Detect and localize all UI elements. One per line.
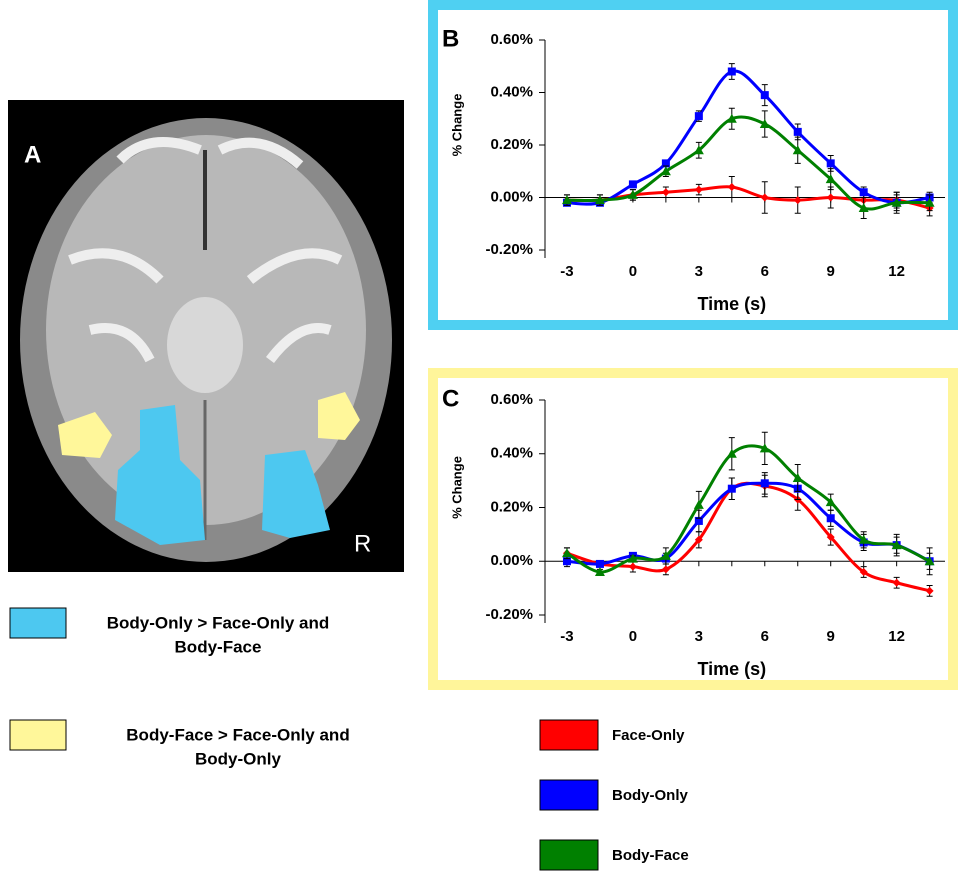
series-line (567, 71, 930, 204)
data-marker (860, 188, 868, 196)
legend-label: Body-Only (195, 749, 281, 768)
y-axis-title: % Change (449, 456, 464, 519)
y-tick-label: 0.00% (490, 188, 533, 205)
x-tick-label: 6 (761, 263, 769, 280)
y-tick-label: 0.20% (490, 498, 533, 515)
data-marker (728, 183, 736, 191)
y-tick-label: -0.20% (485, 606, 533, 623)
legend-label: Body-Only (612, 787, 688, 804)
y-tick-label: 0.20% (490, 136, 533, 153)
data-marker (695, 186, 703, 194)
legend-swatch (10, 720, 66, 750)
series-line (567, 446, 930, 572)
y-tick-label: 0.40% (490, 445, 533, 462)
x-tick-label: 12 (888, 628, 905, 645)
data-marker (695, 112, 703, 120)
data-marker (893, 579, 901, 587)
x-axis-title: Time (s) (697, 659, 766, 679)
series-line (567, 483, 930, 591)
y-tick-label: 0.00% (490, 552, 533, 569)
legend-label: Face-Only (612, 727, 685, 744)
data-marker (728, 485, 736, 493)
y-tick-label: -0.20% (485, 241, 533, 258)
legend-swatch (540, 780, 598, 810)
panel-label: C (442, 385, 459, 412)
legend-swatch (10, 608, 66, 638)
x-tick-label: 9 (827, 628, 835, 645)
x-tick-label: -3 (560, 263, 573, 280)
data-marker (827, 514, 835, 522)
data-marker (629, 180, 637, 188)
x-tick-label: 3 (695, 263, 703, 280)
brain-image (8, 100, 404, 572)
data-marker (926, 587, 934, 595)
y-axis-title: % Change (449, 94, 464, 157)
data-marker (761, 479, 769, 487)
data-marker (596, 560, 604, 568)
data-marker (728, 68, 736, 76)
x-tick-label: 3 (695, 628, 703, 645)
page: {"panel_a": {"label": "A", "orientation"… (0, 0, 958, 882)
data-marker (761, 91, 769, 99)
data-marker (794, 128, 802, 136)
series-line (567, 483, 930, 564)
x-tick-label: 9 (827, 263, 835, 280)
panel-label: B (442, 25, 459, 52)
x-tick-label: 6 (761, 628, 769, 645)
y-tick-label: 0.40% (490, 83, 533, 100)
panel-label: A (24, 141, 41, 168)
legend-swatch (540, 720, 598, 750)
x-tick-label: -3 (560, 628, 573, 645)
y-tick-label: 0.60% (490, 31, 533, 48)
legend-label: Body-Face > Face-Only and (126, 725, 349, 744)
x-tick-label: 0 (629, 628, 637, 645)
x-tick-label: 0 (629, 263, 637, 280)
legend-label: Body-Only > Face-Only and (107, 613, 329, 632)
legend-label: Body-Face (612, 847, 689, 864)
data-marker (629, 563, 637, 571)
legend-swatch (540, 840, 598, 870)
data-marker (761, 194, 769, 202)
x-axis-title: Time (s) (697, 294, 766, 314)
data-marker (827, 194, 835, 202)
x-tick-label: 12 (888, 263, 905, 280)
data-marker (662, 188, 670, 196)
panel-frame (433, 5, 953, 325)
data-marker (827, 159, 835, 167)
orientation-label: R (354, 530, 371, 557)
y-tick-label: 0.60% (490, 391, 533, 408)
figure: A R Body-Only > Face-Only and Body-Face Bo… (0, 0, 958, 882)
legend-label: Body-Face (175, 637, 262, 656)
brainstem (167, 297, 243, 393)
